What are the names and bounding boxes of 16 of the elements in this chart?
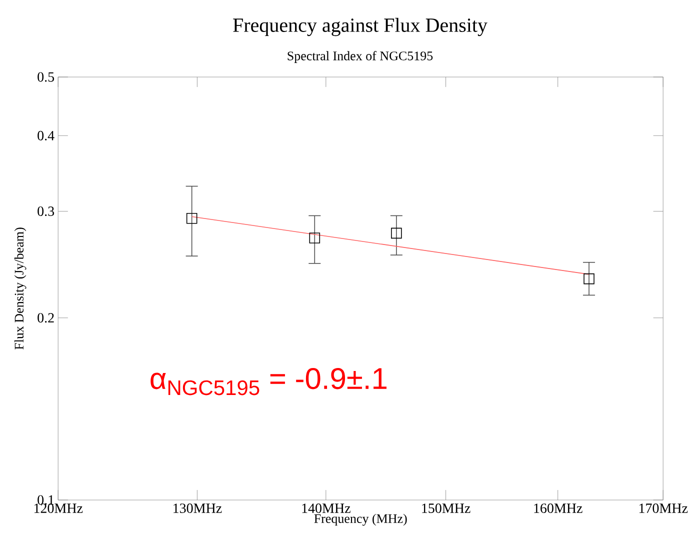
annotation: α$_{NGC5195}$ = -0.9±.1: [150, 368, 386, 396]
y-axis-title: Flux Density (Jy/beam): [14, 228, 26, 350]
y-tick-label: 0.3: [38, 206, 54, 216]
x-tick-label: 140MHz: [302, 504, 350, 513]
x-tick-label: 130MHz: [174, 504, 222, 513]
x-tick-label: 120MHz: [34, 504, 83, 513]
chart-title: Frequency against Flux Density: [233, 18, 488, 36]
x-axis-title: Frequency (MHz): [314, 514, 407, 526]
y-tick-label: 0.1: [38, 495, 54, 505]
x-tick-label: 160MHz: [534, 504, 582, 513]
x-tick-label: 150MHz: [422, 504, 470, 513]
y-tick-label: 0.4: [38, 130, 54, 140]
x-tick-label: 170MHz: [639, 504, 688, 513]
y-tick-label: 0.5: [38, 72, 54, 82]
y-tick-label: 0.2: [38, 313, 54, 323]
chart-subtitle: Spectral Index of NGC5195: [288, 51, 433, 63]
